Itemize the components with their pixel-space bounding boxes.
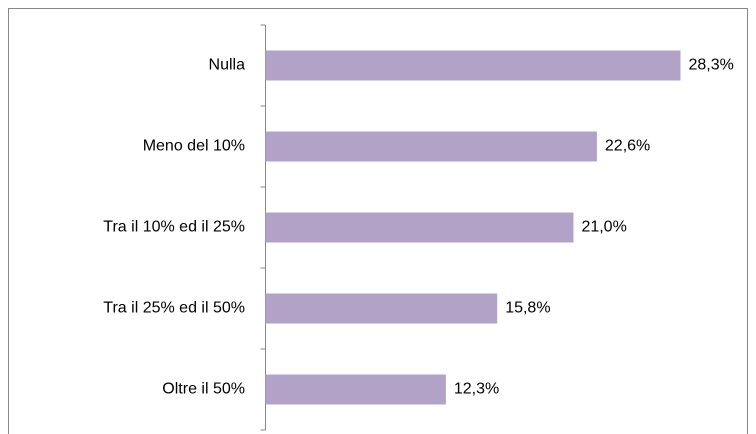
bar — [265, 374, 446, 405]
category-label: Tra il 25% ed il 50% — [103, 300, 245, 317]
value-label: 22,6% — [605, 138, 650, 155]
category-label: Tra il 10% ed il 25% — [103, 219, 245, 236]
value-label: 28,3% — [689, 57, 734, 74]
value-label: 21,0% — [581, 219, 626, 236]
category-label: Oltre il 50% — [162, 381, 245, 398]
value-label: 15,8% — [505, 300, 550, 317]
bar — [265, 131, 597, 162]
bar — [265, 50, 681, 81]
bar — [265, 293, 498, 324]
value-label: 12,3% — [454, 381, 499, 398]
bar — [265, 212, 574, 243]
category-label: Meno del 10% — [143, 138, 245, 155]
category-label: Nulla — [209, 57, 246, 74]
